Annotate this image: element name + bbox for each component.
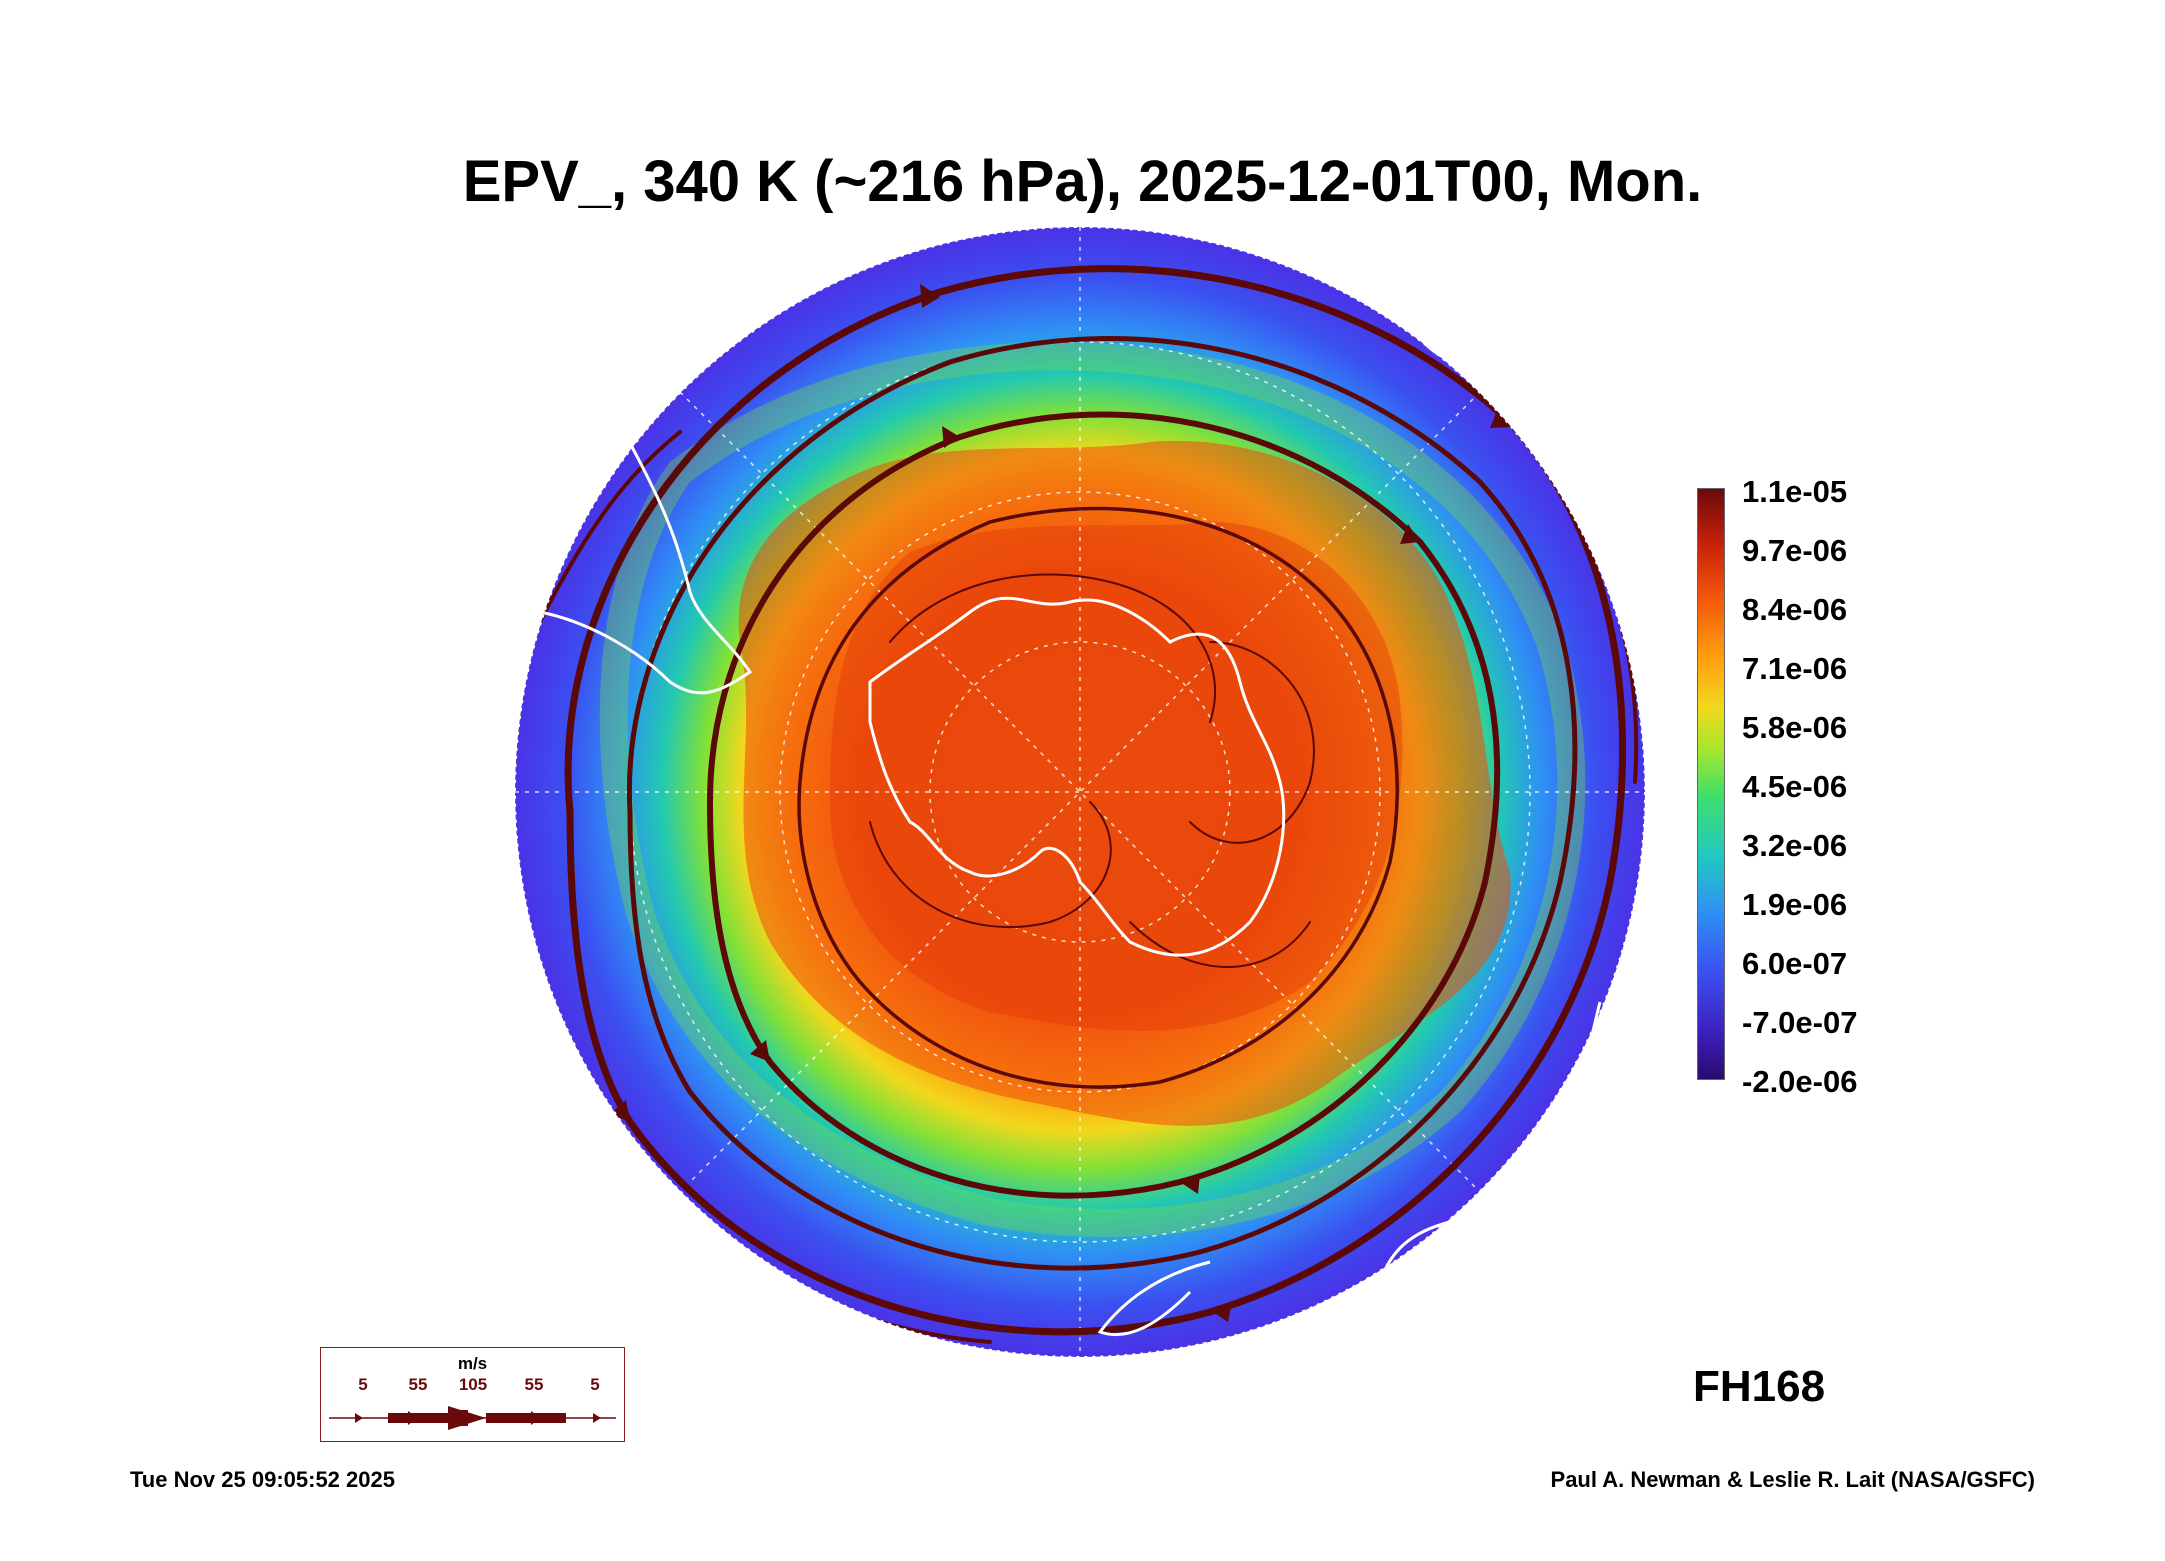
wind-legend-arrow-icon	[329, 1406, 616, 1430]
polar-map	[514, 226, 1646, 1358]
colorbar-tick-label: 1.1e-05	[1742, 474, 1848, 509]
colorbar-tick-label: -2.0e-06	[1742, 1064, 1858, 1099]
colorbar-tick-label: 6.0e-07	[1742, 946, 1848, 981]
wind-legend-tick: 105	[458, 1375, 488, 1394]
colorbar-tick-label: 3.2e-06	[1742, 828, 1848, 863]
south-america-coastline-icon	[539, 360, 753, 695]
wind-legend-tick: 5	[358, 1375, 368, 1394]
wind-legend-tick: 55	[524, 1375, 544, 1394]
wind-legend-unit: m/s	[457, 1354, 488, 1373]
epv-core-inner	[830, 522, 1403, 1031]
colorbar-tick-label: 4.5e-06	[1742, 769, 1848, 804]
forecast-hour: FH168	[1693, 1362, 1826, 1411]
colorbar-tick-label: 1.9e-06	[1742, 887, 1848, 922]
streamlines	[538, 265, 1639, 1344]
timestamp: Tue Nov 25 09:05:52 2025	[130, 1467, 395, 1492]
colorbar-tick-label: 7.1e-06	[1742, 651, 1848, 686]
streamline-icon	[564, 265, 1627, 1336]
colorbar-tick-label: 9.7e-06	[1742, 533, 1848, 568]
antarctica-coastline-icon	[868, 596, 1286, 957]
colorbar-tick-label: 8.4e-06	[1742, 592, 1848, 627]
new-zealand-coastline-icon	[1097, 1260, 1211, 1337]
colorbar-tick-label: -7.0e-07	[1742, 1005, 1858, 1040]
colorbar	[1697, 488, 1725, 1080]
streamline-arrows	[610, 284, 1510, 1322]
epv-ring	[599, 342, 1586, 1237]
wind-speed-legend: m/s 5 55 105 55 5	[320, 1347, 625, 1442]
credit: Paul A. Newman & Leslie R. Lait (NASA/GS…	[1550, 1467, 2035, 1492]
epv-core	[738, 440, 1511, 1126]
colorbar-tick-label: 5.8e-06	[1742, 710, 1848, 745]
map-title: EPV_, 340 K (~216 hPa), 2025-12-01T00, M…	[462, 149, 1703, 214]
wind-legend-tick: 55	[408, 1375, 428, 1394]
wind-legend-tick: 5	[590, 1375, 600, 1394]
